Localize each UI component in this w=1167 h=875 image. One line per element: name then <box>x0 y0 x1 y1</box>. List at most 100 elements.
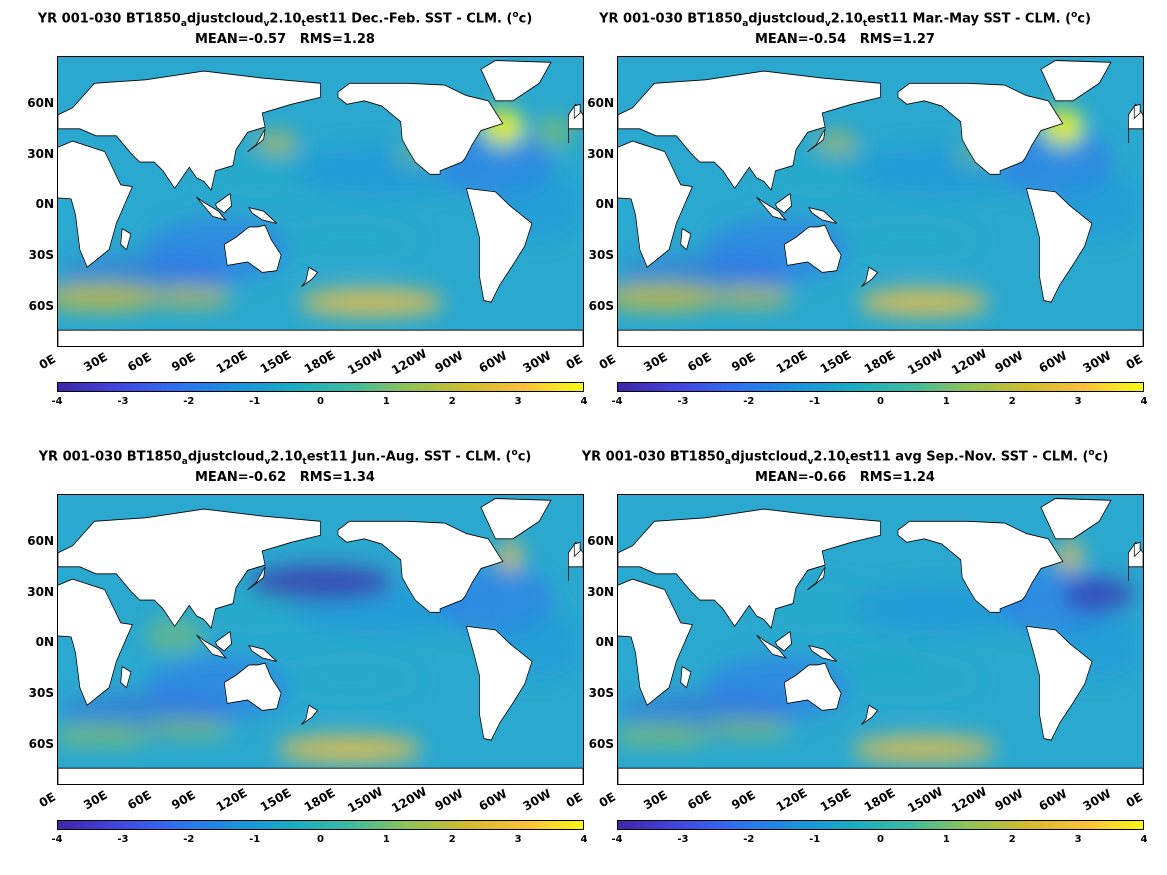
title-part: est11 Jun.-Aug. SST - CLM. ( <box>306 449 512 465</box>
sst-blob <box>851 734 998 763</box>
land-mass <box>465 187 533 303</box>
longitude-label: 150W <box>345 346 386 378</box>
map-svg <box>58 495 583 784</box>
colorbar-tick-label: 3 <box>514 834 522 845</box>
longitude-label: 150E <box>817 347 854 377</box>
land-mass <box>120 227 132 251</box>
land-mass <box>58 70 321 191</box>
sst-blob <box>58 724 153 746</box>
latitude-label: 0N <box>595 635 614 649</box>
latitude-label: 60S <box>28 737 54 751</box>
title-part: t <box>862 18 868 29</box>
longitude-label: 30E <box>641 349 670 375</box>
land-mass <box>680 665 692 689</box>
title-part: v <box>263 18 270 29</box>
title-part: est11 Dec.-Feb. SST - CLM. ( <box>305 11 513 27</box>
longitude-label: 0E <box>596 789 618 811</box>
land-mass <box>58 140 133 268</box>
sst-blob <box>276 214 423 268</box>
title-part: djustcloud <box>186 11 264 27</box>
map-panel: YR 001-030 BT1850adjustcloudv2.10test11 … <box>0 0 587 430</box>
land-mass <box>618 767 1143 784</box>
colorbar-tick-label: 4 <box>1140 834 1148 845</box>
land-mass <box>58 329 583 346</box>
land-mass <box>247 128 266 152</box>
longitude-label: 90W <box>432 786 466 814</box>
longitude-label: 60E <box>684 787 714 813</box>
mean-rms-stats: MEAN=-0.54 RMS=1.27 <box>755 32 935 47</box>
latitude-label: 60N <box>587 96 614 110</box>
colorbar-tick-label: -2 <box>743 396 755 407</box>
sst-anomaly-map <box>57 56 584 347</box>
longitude-label: 60E <box>124 349 154 375</box>
land-mass <box>480 498 552 540</box>
mean-rms-stats: MEAN=-0.62 RMS=1.34 <box>195 470 375 485</box>
colorbar-tick-label: 4 <box>1140 396 1148 407</box>
colorbar-tick-label: 1 <box>942 834 950 845</box>
title-part: o <box>512 10 519 20</box>
longitude-label: 90E <box>168 787 198 813</box>
land-mass <box>618 578 693 706</box>
longitude-label: 150W <box>345 784 386 816</box>
sst-anomaly-map <box>617 56 1144 347</box>
panel-title: YR 001-030 BT1850adjustcloudv2.10test11 … <box>560 448 1130 467</box>
land-mass <box>248 644 277 662</box>
latitude-label: 60S <box>28 299 54 313</box>
latitude-label: 30N <box>27 147 54 161</box>
longitude-label: 150W <box>905 784 946 816</box>
land-mass <box>618 508 881 629</box>
panel-title: YR 001-030 BT1850adjustcloudv2.10test11 … <box>0 10 570 29</box>
colorbar-tick-label: -1 <box>249 396 261 407</box>
longitude-label: 90E <box>728 787 758 813</box>
latitude-label: 30S <box>588 686 614 700</box>
land-mass <box>775 192 792 214</box>
colorbar-tick-label: -4 <box>611 834 623 845</box>
title-part: v <box>264 456 271 467</box>
longitude-label: 30E <box>81 349 110 375</box>
title-part: YR 001-030 BT1850 <box>599 11 743 27</box>
colorbar-tick-label: 2 <box>448 834 456 845</box>
longitude-label: 90W <box>992 348 1026 376</box>
longitude-label: 60W <box>1036 348 1070 376</box>
colorbar-tick-label: -3 <box>677 834 689 845</box>
land-mass <box>1040 60 1112 102</box>
colorbar-tick-label: -4 <box>51 396 63 407</box>
sst-blob <box>814 134 859 152</box>
title-part: est11 avg Sep.-Nov. SST - CLM. ( <box>849 449 1089 465</box>
longitude-label: 30W <box>1080 786 1114 814</box>
colorbar-tick-label: 3 <box>1074 834 1082 845</box>
land-mass <box>247 566 266 590</box>
land-mass <box>1133 541 1141 558</box>
map-svg <box>58 57 583 346</box>
sst-blob <box>836 643 925 679</box>
land-mass <box>337 82 504 175</box>
colorbar-tick-label: -3 <box>117 834 129 845</box>
colorbar-tick-label: 0 <box>877 396 884 407</box>
land-mass <box>465 625 533 741</box>
longitude-label: 90E <box>168 349 198 375</box>
title-part: a <box>181 456 188 467</box>
land-mass <box>618 140 693 268</box>
colorbar-tick-label: -1 <box>809 834 821 845</box>
colorbar-tick-label: 1 <box>942 396 950 407</box>
title-part: YR 001-030 BT1850 <box>37 11 181 27</box>
colorbar-tick-label: -2 <box>183 396 195 407</box>
land-mass <box>223 662 282 711</box>
longitude-label: 60E <box>684 349 714 375</box>
colorbar-tick-label: 1 <box>382 396 390 407</box>
land-mass <box>58 578 133 706</box>
title-part: 2.10 <box>270 449 303 465</box>
longitude-label: 120E <box>213 347 250 377</box>
latitude-label: 60N <box>27 96 54 110</box>
colorbar <box>617 820 1144 830</box>
land-mass <box>756 634 787 659</box>
longitude-label: 30E <box>81 787 110 813</box>
longitude-label: 30E <box>641 787 670 813</box>
sst-blob <box>254 134 299 152</box>
land-mass <box>223 224 282 273</box>
title-part: o <box>1071 10 1078 20</box>
title-part: v <box>824 18 831 29</box>
longitude-label: 90W <box>992 786 1026 814</box>
longitude-label: 0E <box>1123 351 1145 373</box>
longitude-label: 30W <box>1080 348 1114 376</box>
